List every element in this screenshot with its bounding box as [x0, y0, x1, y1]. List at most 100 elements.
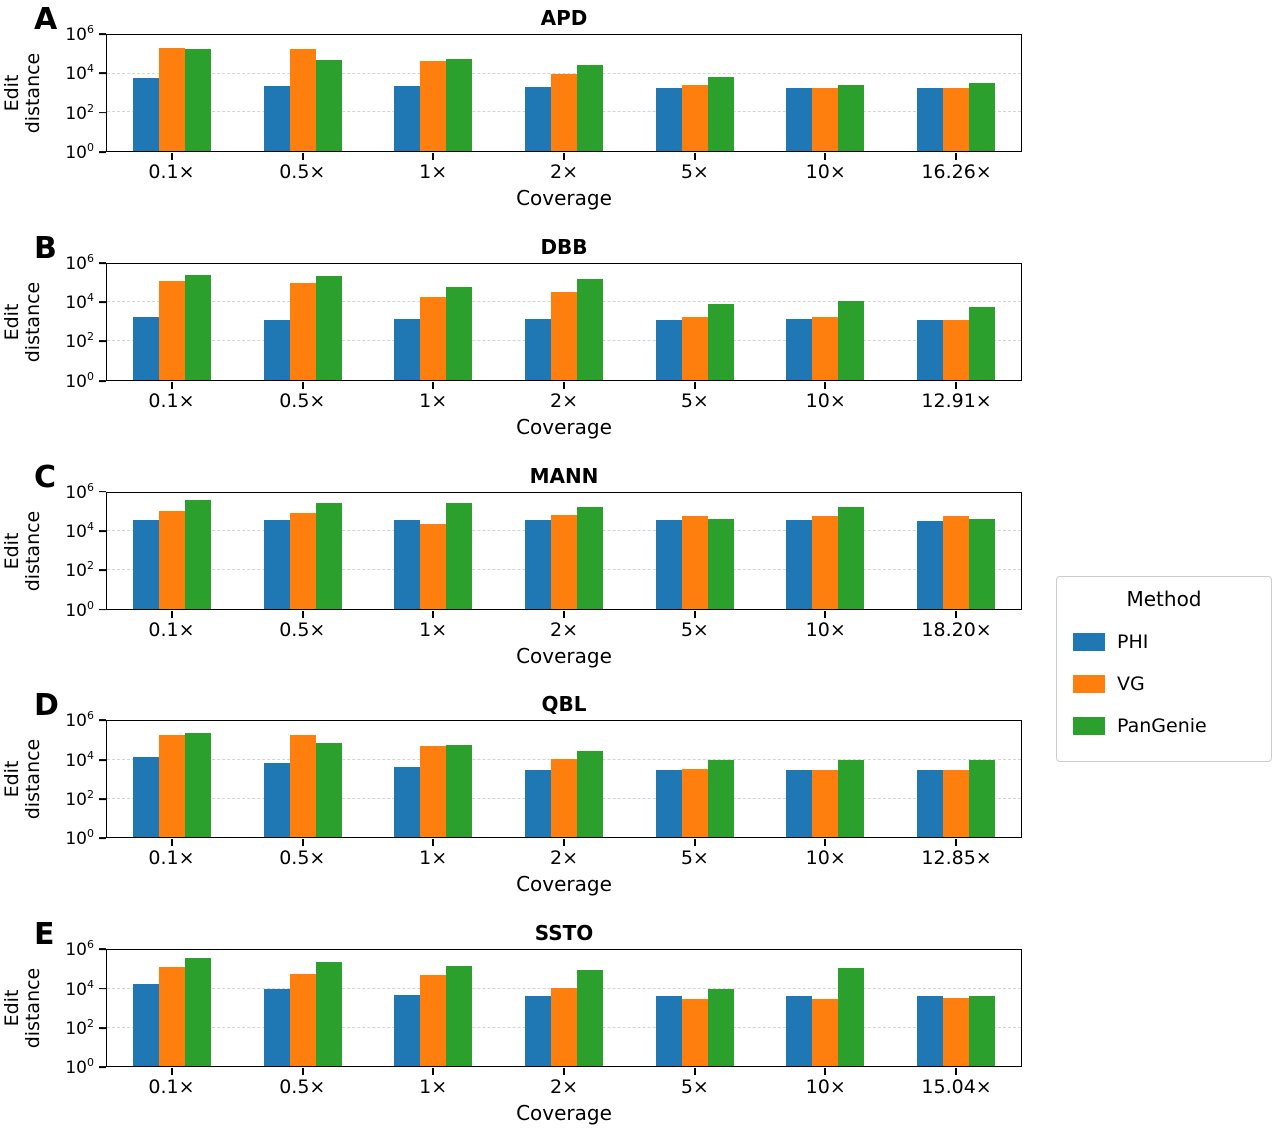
bar-group [133, 264, 212, 380]
plot-area [106, 262, 1022, 389]
x-tick-label: 10× [805, 618, 846, 641]
y-tick-mark [99, 758, 106, 761]
y-tick-mark [99, 261, 106, 264]
x-axis-ticks: 0.1× 0.5× 1× 2× 5× 10× 15.04× [106, 1067, 1022, 1101]
bar-group [394, 35, 473, 151]
x-axis-label: Coverage [516, 643, 612, 668]
x-axis-label: Coverage [516, 414, 612, 439]
x-tick-label: 12.91× [921, 389, 992, 412]
x-tick-mark [693, 381, 696, 389]
bar-vg [551, 291, 577, 380]
bar-vg [159, 967, 186, 1067]
bar-group [786, 264, 865, 380]
x-tick-label: 0.5× [279, 847, 326, 870]
bar-vg [551, 73, 577, 151]
bar-pangenie [707, 988, 734, 1067]
chart-row: Edit distance 100 102 104 106 [0, 482, 1040, 619]
y-axis-ticks: 100 102 104 106 [46, 24, 106, 161]
bar-vg [420, 975, 447, 1067]
x-tick-mark [432, 381, 435, 389]
x-axis-ticks: 0.1× 0.5× 1× 2× 5× 10× 16.26× [106, 152, 1022, 186]
bar-vg [942, 997, 969, 1067]
bar-pangenie [838, 300, 865, 380]
bar-pangenie [968, 995, 995, 1067]
x-tick-label: 12.85× [921, 847, 992, 870]
x-tick-label: 0.5× [279, 1076, 326, 1099]
x-tick-label: 5× [680, 389, 709, 412]
x-axis-ticks: 0.1× 0.5× 1× 2× 5× 10× 18.20× [106, 610, 1022, 644]
bar-pangenie [707, 760, 734, 838]
x-tick-mark [693, 610, 696, 618]
bar-pangenie [707, 76, 734, 151]
bar-phi [133, 983, 160, 1067]
bar-pangenie [315, 961, 342, 1067]
chart-row: Edit distance 100 102 104 106 [0, 711, 1040, 848]
y-tick-label: 102 [65, 1017, 94, 1039]
x-tick-mark [824, 610, 827, 618]
bar-vg [289, 512, 316, 609]
bar-vg [551, 988, 577, 1067]
bar-group [525, 721, 603, 838]
bar-pangenie [707, 303, 734, 380]
bar-vg [551, 759, 577, 838]
bar-group [133, 721, 212, 838]
bar-vg [159, 511, 186, 609]
x-tick-mark [432, 1068, 435, 1076]
bar-phi [133, 757, 160, 838]
chart-title: QBL [541, 692, 587, 717]
bar-pangenie [446, 745, 473, 838]
x-tick-label: 0.1× [148, 161, 195, 183]
bar-group [133, 35, 212, 151]
bar-vg [159, 48, 186, 151]
x-tick-label: 2× [549, 1076, 579, 1099]
chart-row: Edit distance 100 102 104 106 [0, 24, 1040, 161]
bar-vg [942, 88, 969, 151]
y-axis-label-area: Edit distance [0, 949, 46, 1067]
y-axis-ticks: 100 102 104 106 [46, 711, 106, 848]
bar-vg [420, 296, 447, 380]
y-tick-label: 100 [65, 598, 94, 621]
bar-group [263, 721, 342, 838]
x-tick-mark [954, 381, 957, 389]
bar-phi [394, 86, 421, 151]
chart-panel-apd: A APD Edit distance 100 102 104 106 0.1× 0.5× 1× 2… [0, 0, 1040, 229]
bar-vg [942, 770, 969, 838]
bar-vg [681, 316, 708, 380]
x-tick-mark [954, 610, 957, 618]
chart-title: SSTO [534, 921, 594, 946]
bar-pangenie [968, 760, 995, 838]
x-tick-label: 0.1× [148, 389, 195, 412]
x-tick-mark [563, 381, 565, 389]
y-tick-label: 106 [65, 480, 94, 503]
bar-pangenie [185, 49, 212, 151]
bar-pangenie [577, 969, 603, 1067]
x-tick-label: 0.1× [148, 847, 195, 870]
bar-group [133, 493, 212, 609]
bar-phi [394, 519, 421, 609]
y-tick-label: 100 [65, 1056, 94, 1079]
y-tick-mark [99, 569, 106, 572]
bar-pangenie [577, 279, 603, 380]
bar-pangenie [838, 84, 865, 151]
legend-entry-phi: PHI [1069, 621, 1259, 663]
bar-phi [916, 770, 943, 838]
x-tick-label: 5× [680, 161, 709, 183]
y-tick-mark [99, 111, 106, 114]
y-tick-label: 100 [65, 827, 94, 850]
chart-row: Edit distance 100 102 104 106 [0, 253, 1040, 390]
bar-phi [786, 318, 813, 380]
legend: Method PHI VG PanGenie [1056, 576, 1272, 762]
x-axis-label: Coverage [516, 186, 612, 210]
bar-vg [812, 770, 839, 838]
bar-vg [681, 768, 708, 838]
bar-phi [525, 769, 551, 838]
x-tick-mark [693, 1068, 696, 1076]
bar-phi [916, 995, 943, 1067]
bar-vg [942, 516, 969, 609]
x-tick-label: 1× [419, 389, 448, 412]
bar-group [786, 493, 865, 609]
y-axis-label-area: Edit distance [0, 34, 46, 152]
x-tick-label: 1× [419, 161, 448, 183]
plot-area [106, 491, 1022, 618]
